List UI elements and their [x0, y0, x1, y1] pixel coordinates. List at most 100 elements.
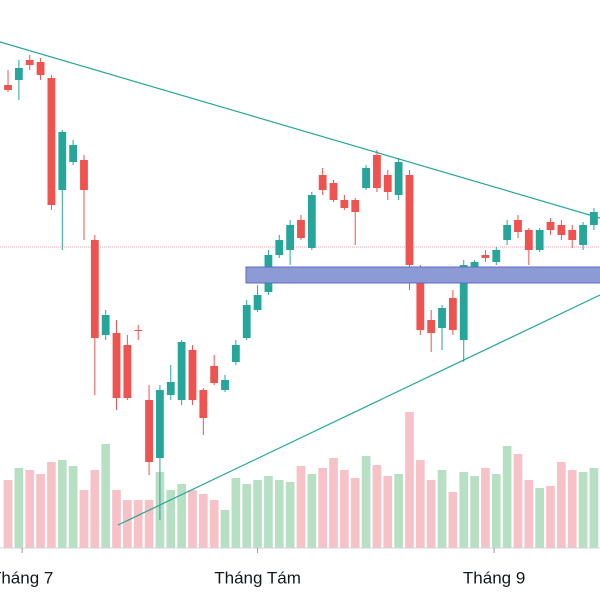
x-tick-label: Tháng Tám [214, 568, 301, 587]
candle-body [90, 240, 99, 338]
volume-bar [112, 490, 121, 548]
trend-line-upper [0, 41, 600, 219]
volume-bar [372, 465, 382, 548]
candle-body [123, 345, 132, 398]
volume-bar [144, 500, 154, 548]
volume-bar [524, 480, 534, 548]
zone [245, 266, 600, 284]
volume-bar [578, 472, 588, 548]
candle-body [253, 295, 262, 310]
volume-bar [79, 490, 89, 548]
candle-body [351, 200, 360, 212]
volume-bar [36, 474, 45, 548]
volume-bar [567, 470, 577, 548]
candle-body [503, 225, 512, 240]
x-tick-label: Tháng 9 [463, 568, 525, 587]
candle-body [568, 230, 577, 240]
volume-bar [3, 480, 13, 548]
trend-line-lower [117, 294, 600, 526]
candle-body [166, 382, 175, 395]
candle-body [275, 240, 284, 255]
volume-bar [188, 490, 197, 548]
volume-bar [589, 468, 599, 548]
volume-bar [405, 412, 414, 548]
candle-body [58, 132, 67, 190]
candle-body [405, 175, 414, 265]
volume-bar [14, 468, 24, 548]
volume-bar [329, 458, 338, 548]
volume-bar [231, 478, 241, 548]
volume-bar [242, 484, 252, 548]
volume-bar [350, 478, 360, 548]
volume-bar [383, 476, 393, 548]
volume-bar [513, 454, 523, 548]
candle-body [101, 315, 110, 335]
candle-body [221, 380, 229, 390]
volume-bar [535, 488, 545, 548]
candle-body [307, 195, 316, 248]
candle-body [134, 330, 143, 331]
candle-body [210, 366, 219, 383]
candle-body [481, 255, 490, 258]
x-tick-label: Tháng 7 [0, 568, 53, 587]
volume-bar [274, 480, 284, 548]
volume-bar [166, 490, 176, 548]
volume-layer [3, 412, 599, 548]
volume-bar [90, 470, 100, 548]
candle-body [4, 85, 12, 90]
volume-bar [502, 446, 512, 548]
candle-body [188, 350, 197, 400]
candle-body [546, 222, 555, 230]
volume-bar [123, 500, 132, 548]
candle-body [231, 345, 240, 362]
candle-layer [4, 55, 598, 520]
volume-bar [426, 480, 436, 548]
volume-bar [68, 466, 78, 548]
candle-body [25, 60, 34, 65]
volume-bar [394, 474, 403, 548]
candle-body [69, 145, 78, 162]
candle-body [47, 78, 56, 205]
volume-bar [470, 476, 479, 548]
volume-bar [437, 470, 447, 548]
candle-body [156, 390, 164, 458]
volume-bar [264, 476, 273, 548]
candle-body [318, 175, 327, 190]
volume-bar [57, 460, 67, 548]
candle-body [286, 225, 295, 250]
volume-bar [220, 510, 230, 548]
volume-bar [481, 468, 490, 548]
volume-bar [491, 474, 501, 548]
volume-bar [47, 462, 56, 548]
volume-bar [25, 470, 35, 548]
candle-body [524, 230, 533, 250]
candle-body [14, 68, 23, 80]
candle-body [535, 230, 544, 250]
candle-body [145, 400, 153, 462]
volume-bar [177, 484, 186, 548]
volume-bar [253, 480, 262, 548]
candle-body [459, 265, 468, 340]
candle-body [177, 342, 186, 400]
candle-body [373, 155, 381, 188]
candle-body [416, 270, 425, 330]
candle-body [590, 212, 598, 225]
x-axis-labels: Tháng 7 Tháng Tám Tháng 9 [0, 548, 525, 587]
volume-bar [318, 468, 328, 548]
volume-bar [296, 466, 306, 548]
volume-bar [459, 472, 469, 548]
candle-body [427, 320, 436, 333]
candle-body [329, 183, 338, 200]
candle-body [557, 225, 566, 235]
volume-bar [340, 470, 349, 548]
candle-body [438, 308, 446, 328]
volume-bar [448, 492, 458, 548]
candle-body [579, 225, 587, 245]
candle-body [362, 168, 370, 188]
candle-body [199, 390, 208, 418]
candle-body [242, 305, 251, 338]
candle-body [492, 250, 501, 262]
candle-body [112, 333, 121, 398]
volume-bar [198, 494, 208, 548]
